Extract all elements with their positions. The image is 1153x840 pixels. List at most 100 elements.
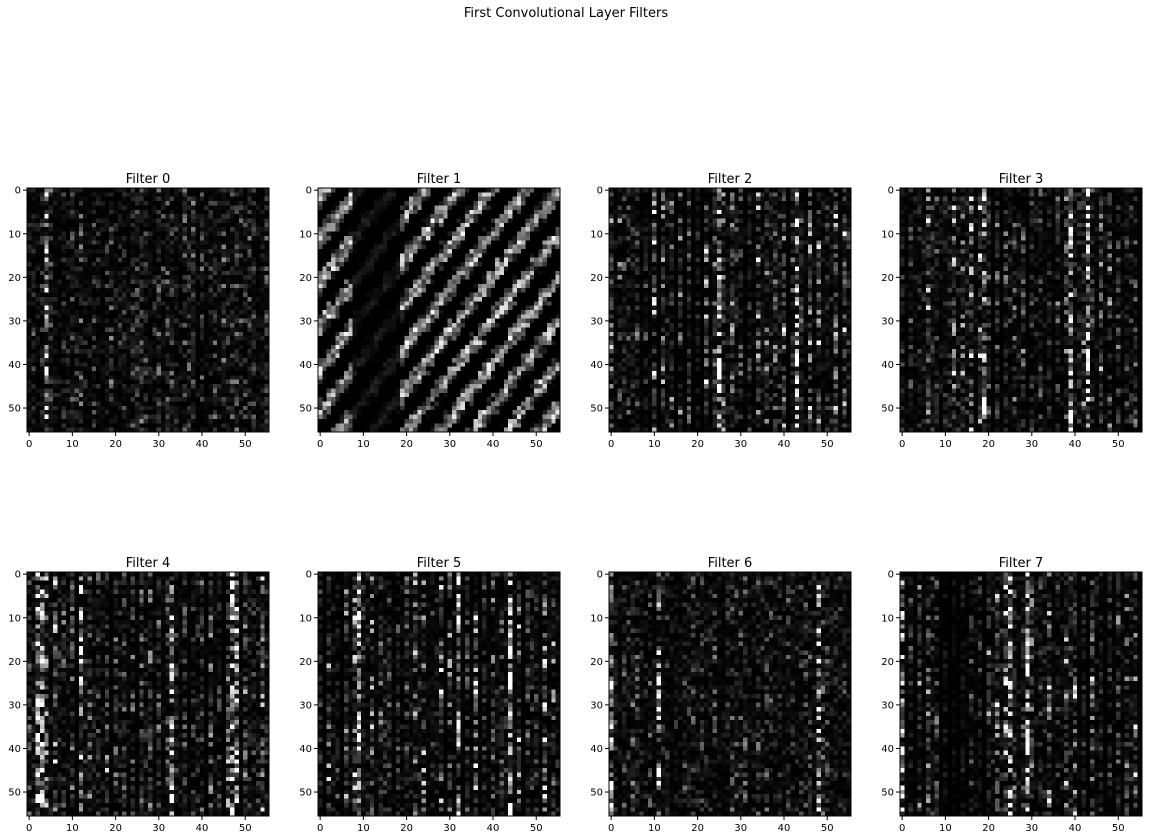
filter-heatmap — [609, 572, 851, 816]
y-tick-label: 10 — [590, 229, 603, 240]
y-tick-label: 10 — [881, 613, 894, 624]
x-tick-label: 10 — [66, 823, 79, 834]
x-tick-label: 40 — [1069, 823, 1082, 834]
filter-panel: Filter 1 0 10 20 30 40 50 0 10 20 30 40 50 — [299, 172, 561, 450]
x-tick-label: 50 — [530, 823, 543, 834]
panel-title: Filter 0 — [126, 172, 171, 187]
x-tick-label: 20 — [691, 823, 704, 834]
filter-panel: Filter 3 0 10 20 30 40 50 0 10 20 30 40 50 — [881, 172, 1143, 450]
x-tick-label: 20 — [691, 439, 704, 450]
x-tick-label: 20 — [109, 439, 122, 450]
x-tick-label: 40 — [778, 439, 791, 450]
axes-frame — [899, 187, 1143, 433]
x-tick-label: 30 — [734, 823, 747, 834]
x-tick-label: 10 — [648, 823, 661, 834]
x-tick-label: 50 — [239, 439, 252, 450]
y-tick-label: 0 — [888, 186, 894, 197]
y-tick-label: 50 — [881, 788, 894, 799]
filter-heatmap — [609, 188, 851, 432]
filter-heatmap — [27, 188, 269, 432]
y-tick-label: 50 — [881, 404, 894, 415]
filter-heatmap — [27, 572, 269, 816]
y-tick-label: 10 — [590, 613, 603, 624]
panel-title: Filter 6 — [708, 556, 753, 571]
x-tick-label: 10 — [66, 439, 79, 450]
x-tick-label: 40 — [196, 439, 209, 450]
axes-frame — [26, 187, 270, 433]
y-tick-label: 0 — [597, 186, 603, 197]
y-tick-label: 20 — [299, 273, 312, 284]
x-tick-label: 10 — [648, 439, 661, 450]
x-tick-label: 0 — [608, 823, 614, 834]
filter-panel: Filter 5 0 10 20 30 40 50 0 10 20 30 40 50 — [299, 556, 561, 834]
filter-heatmap — [900, 572, 1142, 816]
y-tick-label: 40 — [299, 744, 312, 755]
y-tick-label: 20 — [881, 273, 894, 284]
x-tick-label: 10 — [357, 439, 370, 450]
panel-title: Filter 7 — [999, 556, 1044, 571]
y-tick-label: 30 — [881, 700, 894, 711]
x-tick-label: 30 — [443, 823, 456, 834]
filter-panel: Filter 4 0 10 20 30 40 50 0 10 20 30 40 50 — [8, 556, 270, 834]
panel-title: Filter 2 — [708, 172, 753, 187]
x-tick-label: 30 — [734, 439, 747, 450]
y-tick-label: 50 — [590, 404, 603, 415]
y-tick-label: 30 — [590, 316, 603, 327]
axes-frame — [608, 571, 852, 817]
x-tick-label: 0 — [317, 823, 323, 834]
figure-title: First Convolutional Layer Filters — [464, 6, 668, 21]
y-tick-label: 20 — [590, 657, 603, 668]
y-tick-label: 10 — [8, 613, 21, 624]
y-tick-label: 40 — [8, 360, 21, 371]
y-tick-label: 20 — [299, 657, 312, 668]
y-tick-label: 0 — [306, 186, 312, 197]
panel-title: Filter 3 — [999, 172, 1044, 187]
y-tick-label: 50 — [299, 404, 312, 415]
y-tick-label: 40 — [8, 744, 21, 755]
x-tick-label: 50 — [239, 823, 252, 834]
y-tick-label: 0 — [888, 570, 894, 581]
y-tick-label: 20 — [8, 657, 21, 668]
filter-panel: Filter 7 0 10 20 30 40 50 0 10 20 30 40 50 — [881, 556, 1143, 834]
y-tick-label: 10 — [8, 229, 21, 240]
x-tick-label: 30 — [443, 439, 456, 450]
y-tick-label: 40 — [881, 360, 894, 371]
axes-frame — [26, 571, 270, 817]
x-tick-label: 40 — [196, 823, 209, 834]
x-tick-label: 10 — [357, 823, 370, 834]
x-tick-label: 30 — [1025, 439, 1038, 450]
y-tick-label: 40 — [590, 360, 603, 371]
x-tick-label: 0 — [899, 823, 905, 834]
x-tick-label: 50 — [530, 439, 543, 450]
y-tick-label: 30 — [8, 316, 21, 327]
filter-panel: Filter 2 0 10 20 30 40 50 0 10 20 30 40 50 — [590, 172, 852, 450]
x-tick-label: 0 — [317, 439, 323, 450]
y-tick-label: 30 — [881, 316, 894, 327]
filter-heatmap — [900, 188, 1142, 432]
y-tick-label: 20 — [8, 273, 21, 284]
y-tick-label: 30 — [299, 700, 312, 711]
y-tick-label: 40 — [881, 744, 894, 755]
x-tick-label: 20 — [982, 439, 995, 450]
y-tick-label: 50 — [590, 788, 603, 799]
x-tick-label: 0 — [608, 439, 614, 450]
y-tick-label: 0 — [597, 570, 603, 581]
x-tick-label: 50 — [1112, 823, 1125, 834]
filter-panel: Filter 6 0 10 20 30 40 50 0 10 20 30 40 50 — [590, 556, 852, 834]
y-tick-label: 0 — [306, 570, 312, 581]
x-tick-label: 10 — [939, 823, 952, 834]
axes-frame — [899, 571, 1143, 817]
x-tick-label: 40 — [487, 439, 500, 450]
x-tick-label: 30 — [152, 823, 165, 834]
y-tick-label: 30 — [299, 316, 312, 327]
x-tick-label: 30 — [152, 439, 165, 450]
panel-title: Filter 1 — [417, 172, 462, 187]
y-tick-label: 40 — [299, 360, 312, 371]
y-tick-label: 30 — [590, 700, 603, 711]
y-tick-label: 50 — [8, 788, 21, 799]
x-tick-label: 20 — [400, 439, 413, 450]
y-tick-label: 40 — [590, 744, 603, 755]
filter-heatmap — [318, 572, 560, 816]
